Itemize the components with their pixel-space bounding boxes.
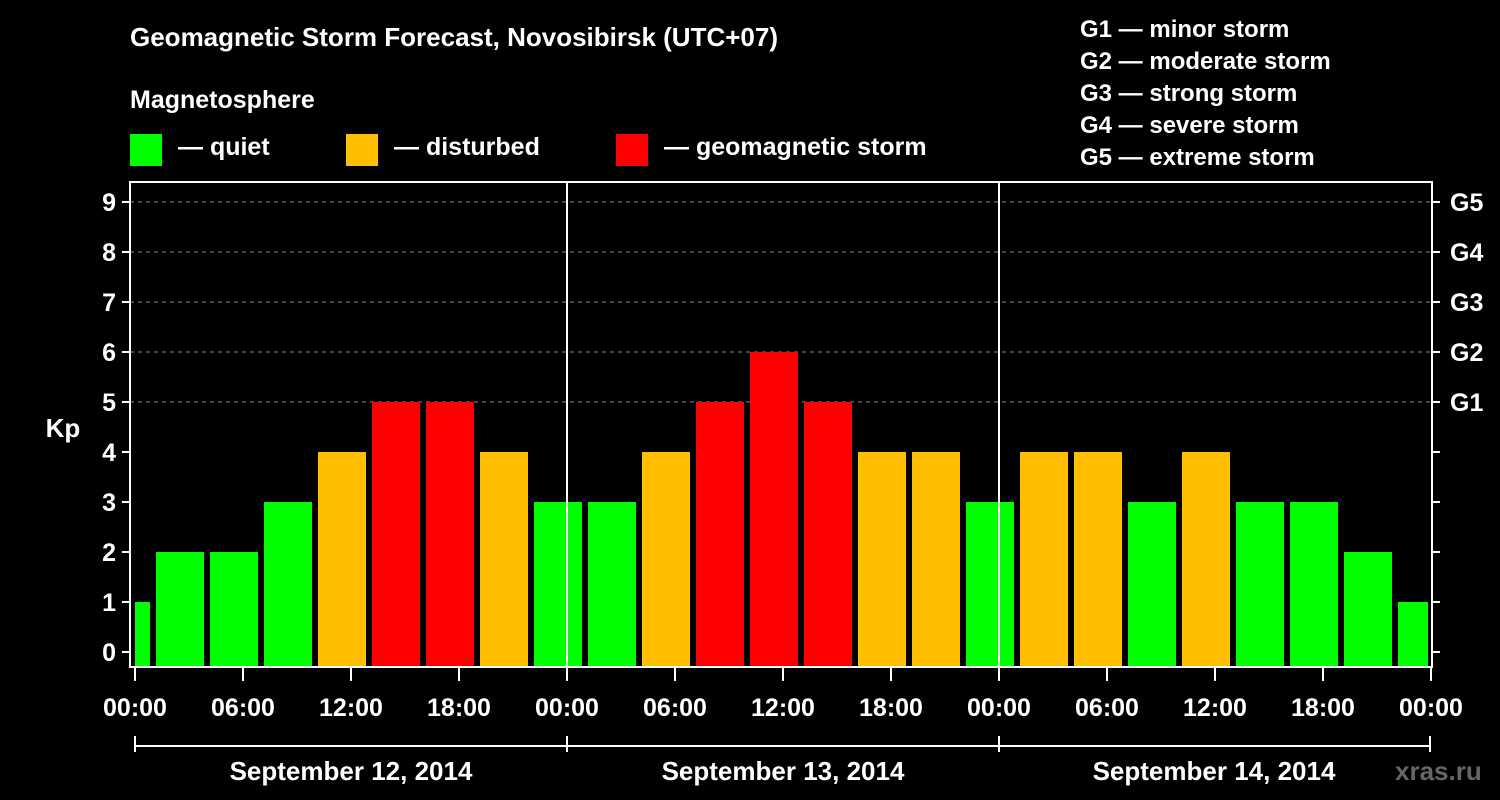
y-tick-label: 0 — [102, 639, 116, 667]
kp-bar — [1182, 452, 1230, 667]
kp-bar — [1128, 502, 1176, 667]
kp-bar — [858, 452, 906, 667]
g-scale-item: G3 — strong storm — [1080, 80, 1298, 107]
g-scale-item: G2 — moderate storm — [1080, 48, 1331, 75]
x-tick-label: 06:00 — [1075, 694, 1139, 722]
day-label: September 12, 2014 — [230, 756, 473, 786]
kp-bar — [156, 552, 204, 667]
x-tick-label: 06:00 — [211, 694, 275, 722]
g-level-label: G2 — [1450, 339, 1483, 367]
plot-frame — [129, 181, 1433, 668]
g-level-label: G1 — [1450, 389, 1483, 417]
watermark: xras.ru — [1395, 756, 1482, 786]
x-tick-label: 00:00 — [1399, 694, 1463, 722]
g-scale-legend: G1 — minor storm G2 — moderate storm G3 … — [1080, 14, 1331, 174]
kp-bar — [1074, 452, 1122, 667]
x-tick-label: 12:00 — [751, 694, 815, 722]
y-tick-label: 8 — [102, 239, 116, 267]
kp-bar — [1020, 452, 1068, 667]
x-tick-label: 06:00 — [643, 694, 707, 722]
legend-label-disturbed: — disturbed — [394, 133, 540, 161]
x-tick-label: 00:00 — [967, 694, 1031, 722]
kp-bar — [534, 502, 582, 667]
kp-bar — [264, 502, 312, 667]
kp-bar — [912, 452, 960, 667]
x-tick-label: 18:00 — [427, 694, 491, 722]
g-scale-item: G1 — minor storm — [1080, 16, 1290, 43]
kp-bar — [588, 502, 636, 667]
x-tick-label: 00:00 — [535, 694, 599, 722]
g-scale-item: G4 — severe storm — [1080, 112, 1299, 139]
day-label: September 14, 2014 — [1093, 756, 1336, 786]
x-tick-label: 12:00 — [1183, 694, 1247, 722]
kp-bar — [1236, 502, 1284, 667]
kp-bar — [966, 502, 1014, 667]
y-tick-label: 1 — [102, 589, 116, 617]
legend-swatch-quiet — [130, 134, 162, 166]
y-tick-label: 4 — [102, 439, 116, 467]
g-level-label: G4 — [1450, 239, 1483, 267]
kp-bar — [1290, 502, 1338, 667]
kp-bar — [480, 452, 528, 667]
legend-label-quiet: — quiet — [178, 133, 270, 161]
kp-bar — [318, 452, 366, 667]
legend-swatch-disturbed — [346, 134, 378, 166]
y-axis-label: Kp — [46, 413, 81, 443]
g-scale-item: G5 — extreme storm — [1080, 144, 1315, 171]
legend-swatch-storm — [616, 134, 648, 166]
kp-bar — [804, 402, 852, 667]
y-tick-label: 7 — [102, 289, 116, 317]
chart-title: Geomagnetic Storm Forecast, Novosibirsk … — [130, 22, 779, 52]
kp-bar — [426, 402, 474, 667]
x-tick-label: 12:00 — [319, 694, 383, 722]
kp-bar — [1398, 602, 1428, 667]
kp-bar — [750, 352, 798, 667]
y-tick-label: 3 — [102, 489, 116, 517]
magnetosphere-label: Magnetosphere — [130, 86, 315, 114]
kp-bar — [696, 402, 744, 667]
kp-bar — [135, 602, 150, 667]
kp-bar — [372, 402, 420, 667]
kp-bar — [210, 552, 258, 667]
x-tick-label: 18:00 — [1291, 694, 1355, 722]
x-tick-label: 00:00 — [103, 694, 167, 722]
day-label: September 13, 2014 — [662, 756, 905, 786]
x-tick-label: 18:00 — [859, 694, 923, 722]
g-level-label: G3 — [1450, 289, 1483, 317]
kp-bar — [642, 452, 690, 667]
y-tick-label: 5 — [102, 389, 116, 417]
g-level-label: G5 — [1450, 189, 1483, 217]
y-tick-label: 2 — [102, 539, 116, 567]
y-tick-label: 9 — [102, 189, 116, 217]
y-tick-label: 6 — [102, 339, 116, 367]
kp-bar — [1344, 552, 1392, 667]
legend-label-storm: — geomagnetic storm — [664, 133, 927, 161]
